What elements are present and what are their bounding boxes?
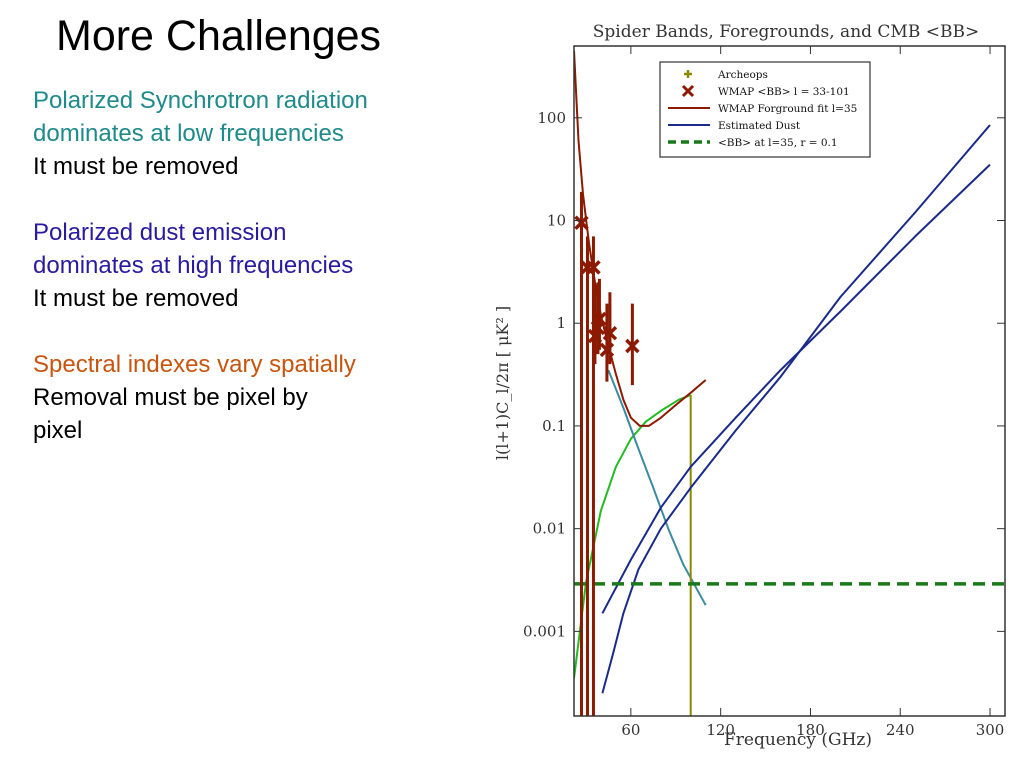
paragraph-line: dominates at high frequencies [33,252,354,279]
wmap-point [625,338,640,354]
x-tick-label: 240 [886,721,915,739]
paragraph-line: Polarized Synchrotron radiation [33,87,368,114]
plot-frame [573,45,1006,717]
cmb-curve [574,394,692,679]
slide-title: More Challenges [56,12,382,60]
x-tick-label: 120 [706,721,735,739]
legend-marker [681,84,695,98]
paragraph-line: dominates at low frequencies [33,120,344,147]
wmap-point [574,215,589,231]
paragraph-line: It must be removed [33,285,239,312]
paragraph-line: Removal must be pixel by [33,384,308,411]
wmap-point [586,260,601,275]
legend-label: WMAP Forground fit l=35 [718,103,857,115]
paragraph-line: Polarized dust emission [33,219,287,246]
synchrotron-curve [607,369,707,606]
chart-title: Spider Bands, Foregrounds, and CMB <BB> [593,22,979,42]
paragraph-line: Spectral indexes vary spatially [33,351,356,378]
y-tick-label: 0.001 [523,622,566,640]
legend-label: <BB> at l=35, r = 0.1 [718,137,838,149]
frequency-chart: Spider Bands, Foregrounds, and CMB <BB> … [493,22,1006,750]
y-tick-label: 100 [537,109,566,127]
y-tick-label: 10 [547,212,566,230]
x-axis-label: Frequency (GHz) [724,730,872,750]
y-axis-label: l(l+1)C_l/2π [ μK² ] [493,306,512,460]
bullet-list: Polarized Synchrotron radiation dominate… [33,84,443,480]
y-tick-label: 0.01 [533,520,566,538]
y-tick-label: 1 [556,314,566,332]
paragraph-synchrotron: Polarized Synchrotron radiation dominate… [33,84,443,183]
x-tick-label: 180 [796,721,825,739]
paragraph-line: It must be removed [33,153,239,180]
wmap-point [592,311,607,327]
legend-label: WMAP <BB> l = 33-101 [718,86,850,98]
chart-layer: 60 120 180 240 300 100 10 1 0.1 0.01 0.001 [523,46,1005,739]
legend-label: Estimated Dust [718,120,801,132]
legend: Archeops WMAP <BB> l = 33-101 WMAP Forgrou… [659,61,871,158]
paragraph-dust: Polarized dust emission dominates at hig… [33,216,443,315]
y-tick-label: 0.1 [542,417,566,435]
paragraph-line: pixel [33,417,83,444]
dust-curve [601,163,991,614]
wmap-point [602,325,618,341]
legend-label: Archeops [717,69,768,81]
paragraph-spectral: Spectral indexes vary spatially Removal … [33,348,443,447]
plot-area [574,50,1005,716]
x-tick-label: 300 [976,721,1005,739]
x-tick-label: 60 [621,721,640,739]
dust-curve [601,124,991,694]
